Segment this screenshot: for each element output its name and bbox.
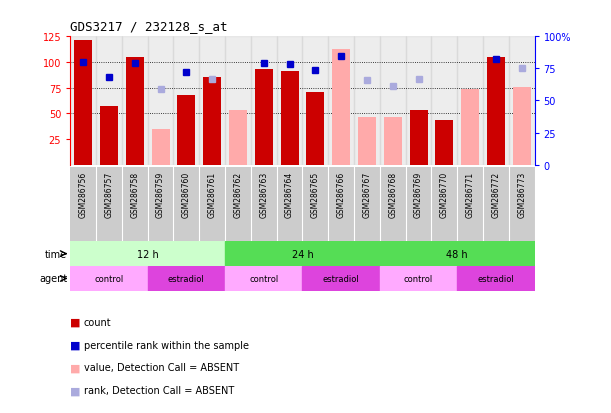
Bar (251, 37, 277, 165)
Bar (409, 111, 428, 165)
Text: value, Detection Call = ABSENT: value, Detection Call = ABSENT (84, 363, 239, 373)
Bar (328, 37, 354, 165)
Text: GSM286759: GSM286759 (156, 171, 165, 217)
Text: GSM286771: GSM286771 (466, 171, 475, 217)
Bar (513, 88, 531, 165)
Bar (457, 37, 483, 165)
Text: GSM286766: GSM286766 (337, 171, 346, 217)
Text: estradiol: estradiol (168, 274, 205, 283)
Text: control: control (249, 274, 279, 283)
Bar (174, 37, 199, 165)
Text: GSM286761: GSM286761 (208, 171, 217, 217)
Bar (435, 121, 453, 165)
Bar (225, 242, 380, 266)
Bar (277, 37, 302, 165)
Text: ■: ■ (70, 385, 81, 395)
Text: GSM286757: GSM286757 (104, 171, 114, 217)
Bar (380, 242, 535, 266)
Text: ■: ■ (70, 363, 81, 373)
Bar (148, 37, 174, 165)
Bar (96, 37, 122, 165)
Text: agent: agent (39, 274, 67, 284)
Text: GSM286773: GSM286773 (518, 171, 526, 217)
Text: 24 h: 24 h (291, 249, 313, 259)
Bar (122, 37, 148, 165)
Bar (354, 37, 380, 165)
Text: count: count (84, 317, 111, 327)
Text: 12 h: 12 h (137, 249, 158, 259)
Text: GSM286758: GSM286758 (130, 171, 139, 217)
Text: GSM286764: GSM286764 (285, 171, 294, 217)
Text: 48 h: 48 h (447, 249, 468, 259)
Bar (199, 37, 225, 165)
Bar (74, 41, 92, 165)
Bar (332, 50, 350, 165)
Bar (380, 266, 457, 291)
Text: GSM286756: GSM286756 (79, 171, 87, 217)
Bar (126, 58, 144, 165)
Text: GSM286768: GSM286768 (388, 171, 397, 217)
Text: GDS3217 / 232128_s_at: GDS3217 / 232128_s_at (70, 20, 228, 33)
Bar (302, 266, 380, 291)
Text: GSM286763: GSM286763 (259, 171, 268, 217)
Text: percentile rank within the sample: percentile rank within the sample (84, 340, 249, 350)
Bar (100, 107, 118, 165)
Bar (358, 118, 376, 165)
Bar (70, 242, 225, 266)
Bar (380, 37, 406, 165)
Text: ■: ■ (70, 340, 81, 350)
Text: GSM286762: GSM286762 (233, 171, 243, 217)
Text: control: control (94, 274, 123, 283)
Bar (148, 266, 225, 291)
Bar (384, 118, 402, 165)
Text: GSM286760: GSM286760 (182, 171, 191, 217)
Bar (306, 93, 324, 165)
Bar (177, 95, 196, 165)
Text: estradiol: estradiol (478, 274, 514, 283)
Bar (70, 266, 148, 291)
Bar (431, 37, 457, 165)
Bar (302, 37, 328, 165)
Text: rank, Detection Call = ABSENT: rank, Detection Call = ABSENT (84, 385, 234, 395)
Text: time: time (45, 249, 67, 259)
Bar (255, 70, 273, 165)
Text: control: control (404, 274, 433, 283)
Bar (509, 37, 535, 165)
Bar (152, 129, 170, 165)
Bar (457, 266, 535, 291)
Bar (225, 37, 251, 165)
Text: GSM286769: GSM286769 (414, 171, 423, 217)
Text: GSM286772: GSM286772 (491, 171, 500, 217)
Text: ■: ■ (70, 317, 81, 327)
Text: estradiol: estradiol (323, 274, 359, 283)
Bar (229, 111, 247, 165)
Text: GSM286765: GSM286765 (311, 171, 320, 217)
Bar (483, 37, 509, 165)
Text: GSM286770: GSM286770 (440, 171, 449, 217)
Bar (461, 89, 479, 165)
Bar (70, 37, 96, 165)
Bar (406, 37, 431, 165)
Text: GSM286767: GSM286767 (362, 171, 371, 217)
Bar (487, 58, 505, 165)
Bar (225, 266, 302, 291)
Bar (203, 78, 221, 165)
Bar (280, 72, 299, 165)
